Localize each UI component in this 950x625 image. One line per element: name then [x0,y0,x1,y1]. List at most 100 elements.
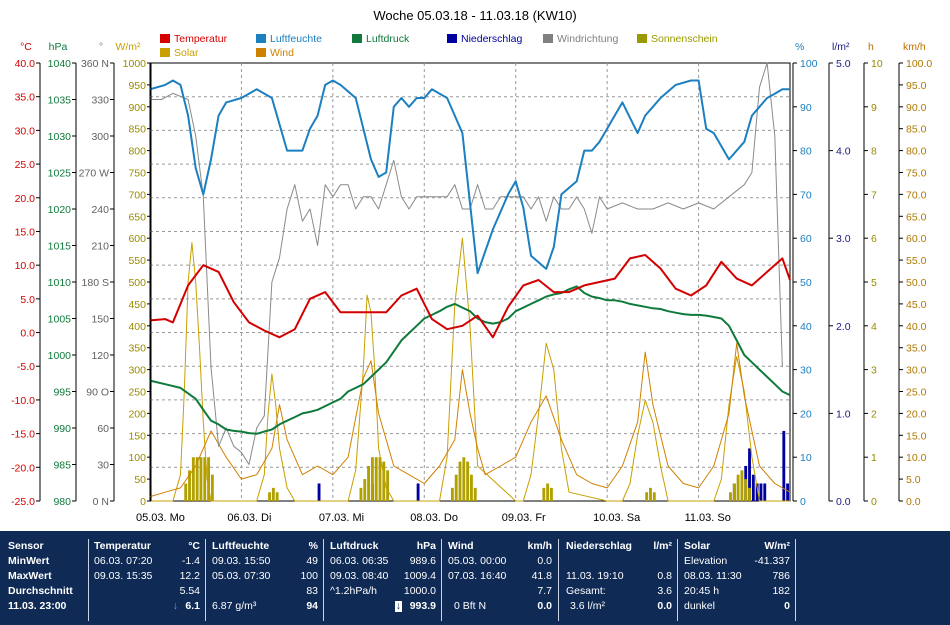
axis-tick-label: 180 S [82,277,109,289]
legend-label: Solar [174,47,199,59]
axis-tick-label: 300 [128,365,146,377]
temperatur-max-time: 09.03. 15:35 [94,570,153,582]
trend-down-icon: ↓ [172,600,178,612]
axis-tick-label: 150 [91,314,109,326]
sonnenschein-bar [378,457,382,501]
sonnenschein-bar [363,479,367,501]
niederschlag-total-value: 3.6 [657,585,672,597]
sonnenschein-bar [191,457,195,501]
axis-tick-label: 400 [128,321,146,333]
axis-tick-label: 35.0 [906,343,927,355]
wind-block: Wind km/h 05.03. 00:00 0.0 07.03. 16:40 41.… [448,539,552,621]
axis-tick-label: 950 [128,80,146,92]
x-axis-label: 08.03. Do [410,512,458,524]
axis-tick-label: 15.0 [906,430,927,442]
axis-tick-label: 200 [128,408,146,420]
niederschlag-total-label: Gesamt: [566,585,606,597]
sonnenschein-bar [370,457,374,501]
axis-tick-label: 70.0 [906,189,927,201]
sonnenschein-bar [458,461,462,501]
axis-tick-label: 5.0 [20,294,35,306]
temperatur-avg: 5.54 [179,585,200,597]
axis-tick-label: 550 [128,255,146,267]
axis-tick-label: 990 [53,423,71,435]
separator [795,539,796,621]
luftfeuchte-line [149,79,790,275]
windrichtung-line [150,62,783,465]
axis-tick-label: 25.0 [906,387,927,399]
wind-header: Wind [448,540,474,552]
axis-tick-label: 650 [128,211,146,223]
wind-min-time: 05.03. 00:00 [448,555,507,567]
axis-unit-label: % [795,41,804,53]
sonnenschein-bar [275,492,279,501]
sonnenschein-bar [454,474,458,501]
axis-unit-label: hPa [49,41,68,53]
temperatur-block: Temperatur °C 06.03. 07:20 -1.4 09.03. 15:… [94,539,200,621]
line-series [149,62,791,502]
legend-swatch [256,34,266,43]
luftfeuchte-block: Luftfeuchte% 09.03. 15:50 49 05.03. 07:30… [212,539,318,621]
durchschnitt-label: Durchschnitt [8,585,73,597]
x-axis-label: 07.03. Mi [319,512,364,524]
luftfeuchte-current: 94 [306,600,318,612]
sensor-block: Sensor MinWert MaxWert Durchschnitt 11.0… [8,539,86,621]
solar-max-value: 786 [772,570,790,582]
separator [677,539,678,621]
axis-tick-label: 300 [91,131,109,143]
axis-tick-label: 20.0 [15,193,36,205]
niederschlag-bar [759,483,763,501]
solar-header: Solar [684,540,711,552]
legend-label: Windrichtung [557,33,618,45]
legend-label: Niederschlag [461,33,522,45]
axis-tick-label: 50.0 [906,277,927,289]
x-axis-label: 06.03. Di [227,512,271,524]
sonnenschein-bar [744,479,748,501]
axis-tick-label: 980 [53,496,71,508]
legend-swatch [352,34,362,43]
solar-sunshine-value: 182 [772,585,790,597]
niederschlag-header: Niederschlag [566,540,632,552]
axis-tick-label: -5.0 [17,361,35,373]
axis-tick-label: 8 [871,146,877,158]
axis-tick-label: 0 [871,496,877,508]
niederschlag-current: 0.0 [657,600,672,612]
axis-tick-label: 10.0 [15,260,36,272]
maxwert-label: MaxWert [8,570,52,582]
sonnenschein-bar [729,492,732,501]
axis-tick-label: 3.0 [836,233,851,245]
axis-tick-label: 1.0 [836,408,851,420]
weekly-weather-chart: Woche 05.03.18 - 11.03.18 (KW10) Tempera… [11,8,933,524]
axis-tick-label: 700 [128,189,146,201]
axis-tick-label: 40.0 [906,321,927,333]
solar-max-time: 08.03. 11:30 [684,570,742,582]
axis-unit-label: °C [20,41,32,53]
luftfeuchte-absolute: 6.87 g/m³ [212,600,257,612]
axis-unit-label: l/m² [832,41,850,53]
axis-tick-label: 30.0 [906,365,927,377]
legend-swatch [543,34,553,43]
sonnenschein-bar [542,487,546,501]
axis-tick-label: 50 [800,277,812,289]
minwert-label: MinWert [8,555,50,567]
luftfeuchte-max-value: 100 [300,570,318,582]
legend-label: Sonnenschein [651,33,718,45]
temperatur-current: 6.1 [185,600,200,612]
niederschlag-bar [751,474,755,501]
axis-tick-label: 7 [871,189,877,201]
niederschlag-bar [416,483,420,501]
legend-label: Temperatur [174,33,228,45]
temperatur-min-value: -1.4 [181,555,200,567]
solar-sunshine-time: 20:45 h [684,585,720,597]
legend-swatch [447,34,457,43]
legend-swatch [637,34,647,43]
sonnenschein-bar [195,457,199,501]
wind-beaufort: 0 Bft N [454,600,487,612]
axis-tick-label: -25.0 [11,496,35,508]
axis-tick-label: 70 [800,189,812,201]
luftfeuchte-min-value: 49 [306,555,318,567]
sonnenschein-bar [271,487,275,501]
axis-tick-label: 80 [800,146,812,158]
axis-tick-label: 450 [128,299,146,311]
luftdruck-current: 993.9 [409,600,436,612]
